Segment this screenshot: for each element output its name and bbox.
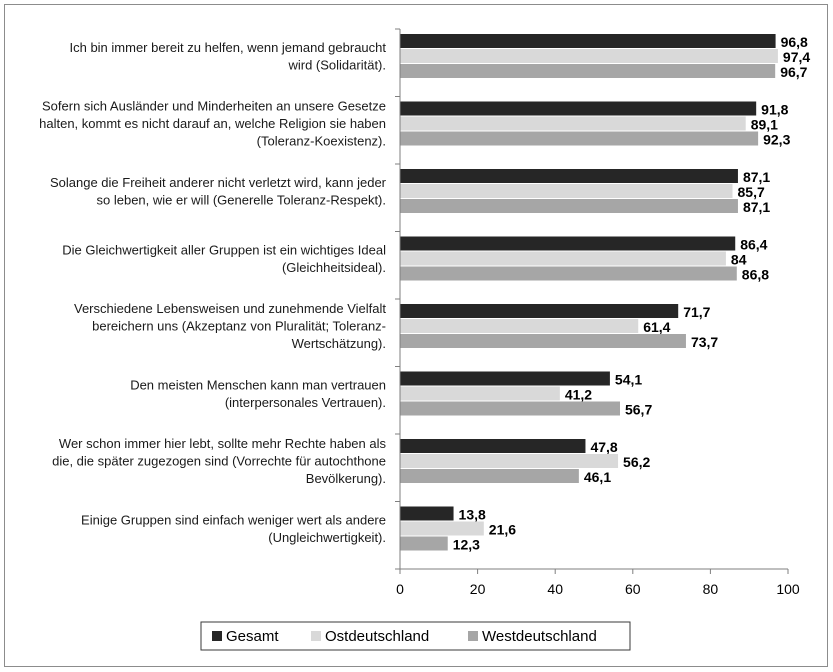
category-label-line: bereichern uns (Akzeptanz von Pluralität… [92, 319, 386, 334]
value-label: 89,1 [751, 117, 778, 133]
category-label-line: die, die später zugezogen sind (Vorrecht… [52, 454, 386, 469]
category-label-line: (interpersonales Vertrauen). [225, 395, 386, 410]
category-label-line: Solange die Freiheit anderer nicht verle… [50, 175, 387, 190]
value-label: 54,1 [615, 372, 642, 388]
category-label-line: Wertschätzung). [292, 336, 386, 351]
bar-westdeutschland-7 [400, 537, 448, 551]
bar-westdeutschland-3 [400, 267, 737, 281]
category-label-line: Ich bin immer bereit zu helfen, wenn jem… [69, 40, 386, 55]
x-tick-label: 40 [547, 581, 563, 597]
category-label-line: Wer schon immer hier lebt, sollte mehr R… [59, 436, 387, 451]
bar-westdeutschland-5 [400, 402, 620, 416]
category-label-line: Bevölkerung). [306, 471, 386, 486]
bar-ostdeutschland-7 [400, 522, 484, 536]
value-label: 71,7 [683, 304, 710, 320]
legend-swatch-gesamt [212, 631, 222, 641]
legend-swatch-ostdeutschland [311, 631, 321, 641]
bar-gesamt-4 [400, 304, 678, 318]
category-label-line: wird (Solidarität). [287, 57, 386, 72]
category-label: Sofern sich Ausländer und Minderheiten a… [39, 99, 386, 149]
bar-gesamt-1 [400, 102, 756, 116]
value-label: 97,4 [783, 49, 810, 65]
x-tick-label: 20 [470, 581, 486, 597]
bar-ostdeutschland-3 [400, 252, 726, 266]
value-label: 96,8 [781, 34, 808, 50]
x-tick-label: 80 [703, 581, 719, 597]
bar-gesamt-6 [400, 439, 585, 453]
category-label: Die Gleichwertigkeit aller Gruppen ist e… [62, 242, 386, 275]
category-label-line: Den meisten Menschen kann man vertrauen [130, 377, 386, 392]
category-label: Verschiedene Lebensweisen und zunehmende… [74, 301, 386, 351]
value-label: 92,3 [763, 132, 790, 148]
value-label: 61,4 [643, 319, 670, 335]
category-label: Den meisten Menschen kann man vertrauen (… [130, 377, 386, 410]
bar-ostdeutschland-1 [400, 117, 746, 131]
category-label: Wer schon immer hier lebt, sollte mehr R… [52, 436, 386, 486]
category-label: Solange die Freiheit anderer nicht verle… [50, 175, 387, 208]
category-label-line: (Gleichheitsideal). [282, 260, 386, 275]
value-label: 87,1 [743, 169, 770, 185]
bar-westdeutschland-2 [400, 199, 738, 213]
bar-ostdeutschland-5 [400, 387, 560, 401]
category-label-line: Verschiedene Lebensweisen und zunehmende… [74, 301, 386, 316]
bar-ostdeutschland-4 [400, 319, 638, 333]
bar-westdeutschland-6 [400, 469, 579, 483]
value-label: 86,8 [742, 267, 769, 283]
category-label: Einige Gruppen sind einfach weniger wert… [81, 512, 386, 545]
legend-label-gesamt: Gesamt [226, 628, 279, 645]
x-tick-label: 100 [776, 581, 800, 597]
value-label: 86,4 [740, 237, 767, 253]
bar-westdeutschland-1 [400, 132, 758, 146]
bar-gesamt-2 [400, 169, 738, 183]
value-label: 87,1 [743, 199, 770, 215]
category-label-line: Sofern sich Ausländer und Minderheiten a… [42, 99, 386, 114]
value-label: 96,7 [780, 64, 807, 80]
category-label: Ich bin immer bereit zu helfen, wenn jem… [69, 40, 386, 73]
value-label: 41,2 [565, 387, 592, 403]
legend-label-ostdeutschland: Ostdeutschland [325, 628, 429, 645]
bar-gesamt-7 [400, 507, 454, 521]
legend-swatch-westdeutschland [468, 631, 478, 641]
value-label: 13,8 [459, 507, 486, 523]
category-label-line: (Ungleichwertigkeit). [268, 530, 386, 545]
value-label: 73,7 [691, 334, 718, 350]
category-label-line: Die Gleichwertigkeit aller Gruppen ist e… [62, 242, 386, 257]
category-label-line: halten, kommt es nicht darauf an, welche… [39, 116, 386, 131]
bar-westdeutschland-4 [400, 334, 686, 348]
bar-gesamt-3 [400, 237, 735, 251]
bar-ostdeutschland-2 [400, 184, 733, 198]
value-label: 21,6 [489, 522, 516, 538]
value-label: 56,2 [623, 454, 650, 470]
bar-gesamt-0 [400, 34, 776, 48]
bar-gesamt-5 [400, 372, 610, 386]
legend-label-westdeutschland: Westdeutschland [482, 628, 597, 645]
value-label: 46,1 [584, 469, 611, 485]
category-label-line: (Toleranz-Koexistenz). [257, 134, 386, 149]
x-tick-label: 60 [625, 581, 641, 597]
value-label: 84 [731, 252, 747, 268]
value-label: 85,7 [738, 184, 765, 200]
value-label: 56,7 [625, 402, 652, 418]
bar-ostdeutschland-0 [400, 49, 778, 63]
value-label: 47,8 [590, 439, 617, 455]
value-label: 91,8 [761, 102, 788, 118]
category-label-line: so leben, wie er will (Generelle Toleran… [97, 192, 387, 207]
bar-westdeutschland-0 [400, 64, 775, 78]
category-label-line: Einige Gruppen sind einfach weniger wert… [81, 512, 386, 527]
bar-ostdeutschland-6 [400, 454, 618, 468]
value-label: 12,3 [453, 537, 480, 553]
x-tick-label: 0 [396, 581, 404, 597]
